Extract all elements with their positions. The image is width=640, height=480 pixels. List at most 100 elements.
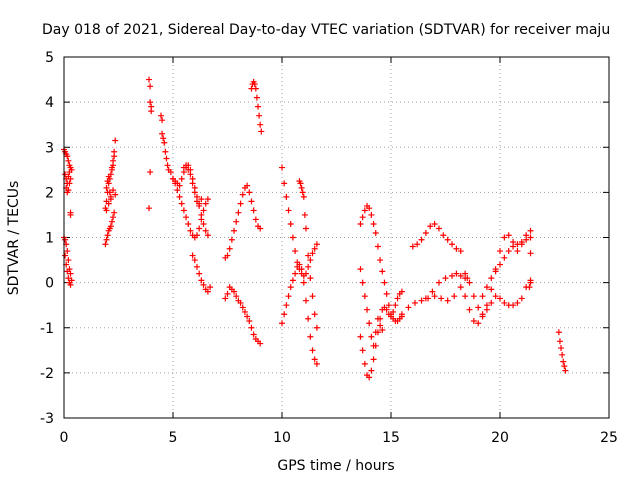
data-point: [204, 288, 211, 295]
data-point: [106, 189, 113, 196]
data-point: [62, 171, 69, 178]
data-point: [105, 173, 112, 180]
data-point: [164, 162, 171, 169]
data-point: [187, 166, 194, 173]
data-point: [285, 207, 292, 214]
data-point: [370, 342, 377, 349]
data-point: [438, 295, 445, 302]
data-point: [289, 234, 296, 241]
data-point: [244, 182, 251, 189]
data-point: [110, 187, 117, 194]
data-point: [313, 241, 320, 248]
data-point: [281, 180, 288, 187]
data-point: [357, 333, 364, 340]
chart-title: Day 018 of 2021, Sidereal Day-to-day VTE…: [42, 22, 610, 38]
data-point: [67, 175, 74, 182]
data-point: [241, 308, 248, 315]
data-point: [435, 279, 442, 286]
data-point: [361, 360, 368, 367]
data-point: [379, 268, 386, 275]
data-point: [65, 257, 72, 264]
data-point: [483, 284, 490, 291]
data-point: [110, 162, 117, 169]
data-point: [405, 304, 412, 311]
data-point: [244, 313, 251, 320]
data-point: [239, 191, 246, 198]
y-tick-label: 3: [45, 140, 54, 156]
data-point: [104, 232, 111, 239]
data-point: [492, 293, 499, 300]
data-point: [196, 225, 203, 232]
data-point: [198, 211, 205, 218]
data-point: [158, 112, 165, 119]
data-point: [231, 227, 238, 234]
data-point: [479, 311, 486, 318]
data-point: [368, 211, 375, 218]
data-point: [176, 193, 183, 200]
data-point: [527, 234, 534, 241]
data-point: [366, 374, 373, 381]
data-point: [198, 196, 205, 203]
data-point: [302, 225, 309, 232]
data-point: [222, 295, 229, 302]
data-point: [453, 270, 460, 277]
data-point: [174, 187, 181, 194]
data-point: [501, 254, 508, 261]
data-point: [409, 243, 416, 250]
data-point: [526, 284, 533, 291]
data-point: [298, 266, 305, 273]
data-point: [483, 306, 490, 313]
data-point: [457, 248, 464, 255]
data-point: [383, 306, 390, 313]
data-point: [246, 189, 253, 196]
data-point: [287, 220, 294, 227]
data-point: [103, 184, 110, 191]
data-point: [361, 293, 368, 300]
data-point: [187, 227, 194, 234]
data-point: [296, 261, 303, 268]
data-point: [435, 225, 442, 232]
data-point: [492, 268, 499, 275]
data-point: [497, 295, 503, 302]
data-point: [250, 331, 257, 338]
data-point: [200, 220, 207, 227]
data-point: [366, 320, 373, 327]
data-point: [257, 340, 264, 347]
data-point: [159, 117, 166, 124]
data-point: [255, 103, 262, 110]
data-point: [556, 338, 563, 345]
data-point: [560, 358, 567, 365]
data-point: [111, 209, 118, 216]
data-point: [185, 220, 192, 227]
data-point: [292, 270, 299, 277]
data-point: [224, 252, 231, 259]
data-point: [497, 248, 503, 255]
data-point: [287, 284, 294, 291]
data-point: [301, 211, 308, 218]
data-point: [488, 286, 495, 293]
data-point: [196, 270, 203, 277]
data-point: [488, 299, 495, 306]
data-point: [193, 232, 200, 239]
y-tick-label: -2: [40, 366, 54, 382]
data-point: [462, 270, 469, 277]
data-point: [311, 311, 318, 318]
data-point: [442, 275, 449, 282]
data-point: [359, 347, 366, 354]
data-point: [370, 220, 377, 227]
data-point: [107, 196, 114, 203]
data-point: [470, 293, 477, 300]
data-point: [311, 245, 318, 252]
data-point: [372, 329, 379, 336]
data-point: [105, 200, 112, 207]
data-point: [418, 236, 425, 243]
data-point: [510, 302, 517, 309]
data-point: [256, 112, 263, 119]
data-point: [385, 302, 392, 309]
data-point: [307, 257, 314, 264]
data-point: [162, 148, 169, 155]
data-point: [253, 94, 260, 101]
data-point: [279, 164, 285, 171]
data-point: [559, 351, 566, 358]
